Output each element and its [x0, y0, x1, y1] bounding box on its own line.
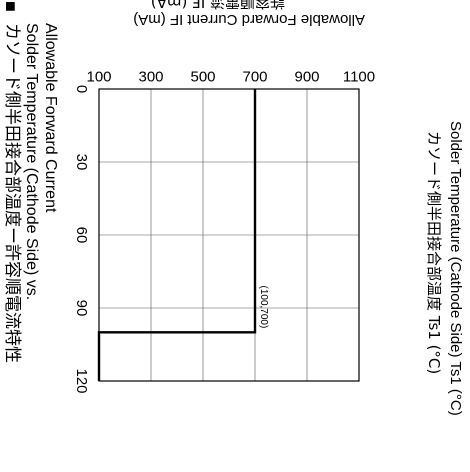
y-axis-label-japanese: 許容順電流 IF (mA) [151, 0, 285, 11]
x-tick-labels: 0 30 60 90 120 [73, 85, 90, 394]
y-tick-label: 500 [190, 69, 215, 86]
plot-frame [98, 88, 360, 382]
series-line [97, 89, 257, 381]
title-english: Solder Temperature (Cathode Side) vs. [23, 23, 40, 300]
x-tick-label: 30 [73, 154, 90, 171]
x-tick-label: 90 [73, 300, 90, 317]
x-tick-label: 0 [73, 85, 90, 93]
y-tick-label: 1100 [343, 69, 375, 86]
x-axis-label-english: Solder Temperature (Cathode Side) Ts1 (°… [447, 121, 464, 416]
y-axis-label-english: Allowable Forward Current IF (mA) [133, 11, 365, 28]
plot-area: (100,700) [97, 88, 360, 382]
x-tick-label: 60 [73, 227, 90, 244]
annotation-label: (100,700) [258, 286, 269, 329]
x-axis-label-japanese: カソード側半田接合部温度 Ts1 (°C) [425, 131, 443, 374]
y-tick-label: 900 [294, 69, 319, 86]
x-tick-label: 120 [73, 368, 90, 393]
bullet-icon: ■ [1, 1, 21, 12]
y-tick-label: 300 [138, 69, 163, 86]
title-block: ■ カソード側半田接合部温度ー許容順電流特性 Solder Temperatur… [1, 1, 59, 363]
y-tick-labels: 100 300 500 700 900 1100 [86, 69, 375, 86]
y-tick-label: 100 [86, 69, 111, 86]
y-tick-label: 700 [242, 69, 267, 86]
title-english-line2: Allowable Forward Current [42, 23, 59, 213]
title-japanese: カソード側半田接合部温度ー許容順電流特性 [2, 23, 22, 363]
